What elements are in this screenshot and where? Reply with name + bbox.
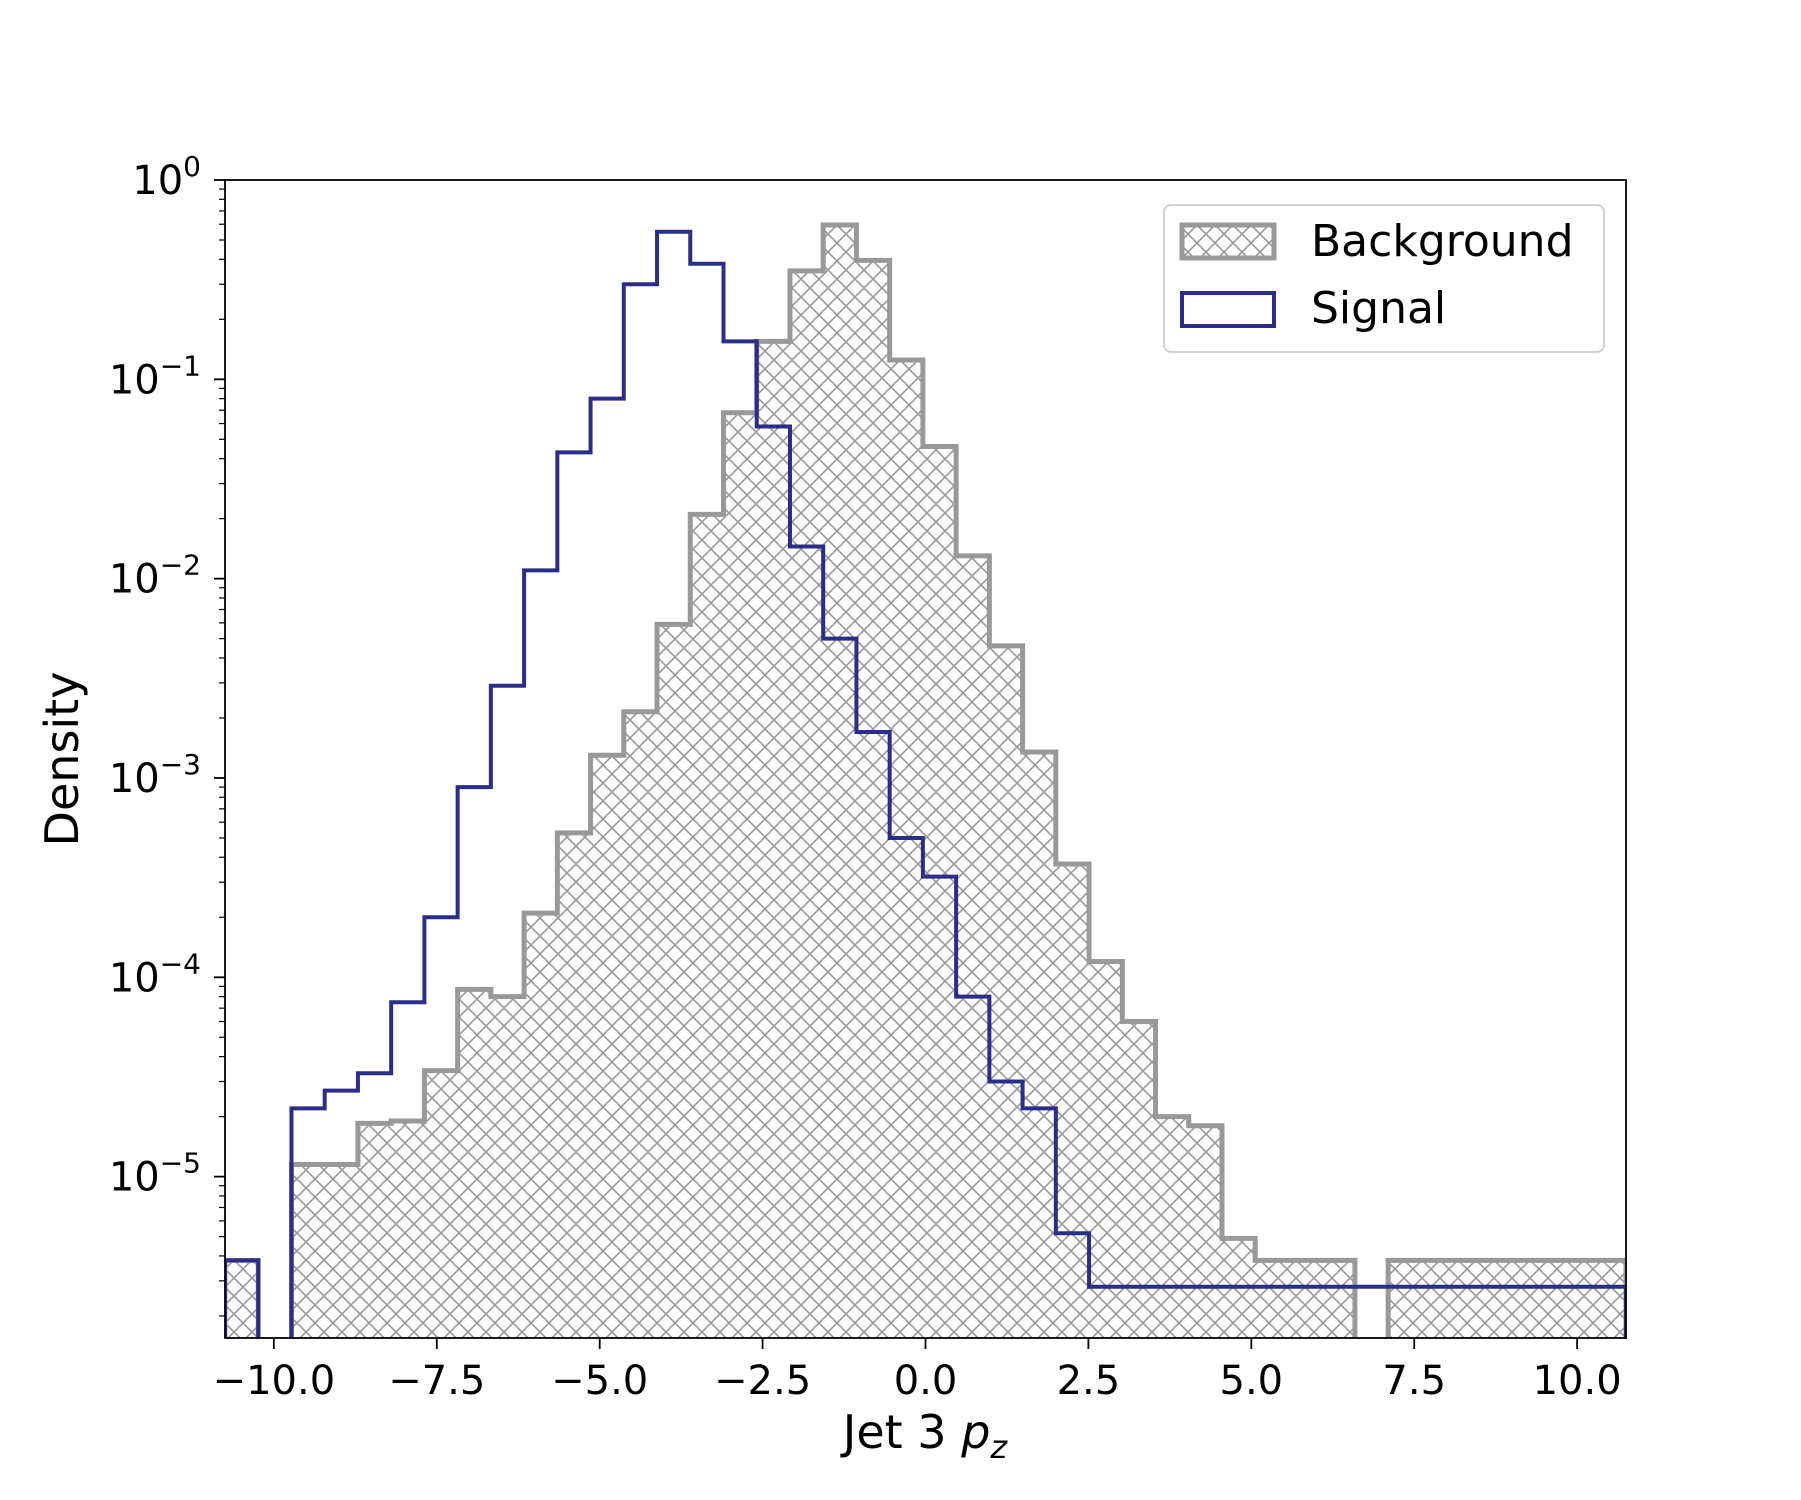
x-tick-label: 0.0 — [894, 1358, 958, 1404]
x-axis: −10.0 −7.5 −5.0 −2.5 0.0 2.5 5.0 7.5 10.0 — [213, 1338, 1622, 1404]
series-background-outline — [225, 222, 1626, 1338]
x-tick-label: −10.0 — [213, 1358, 336, 1404]
x-tick-label: 10.0 — [1533, 1358, 1622, 1404]
x-axis-label: Jet 3 pz — [840, 1405, 1009, 1466]
legend-label-background: Background — [1311, 216, 1574, 267]
y-tick-label: 10−1 — [109, 349, 201, 403]
x-tick-label: −5.0 — [551, 1358, 648, 1404]
legend-label-signal: Signal — [1311, 283, 1446, 334]
legend: Background Signal — [1163, 204, 1605, 353]
y-axis-label: Density — [35, 672, 89, 847]
x-tick-label: 5.0 — [1220, 1358, 1284, 1404]
legend-swatch-signal — [1180, 291, 1276, 328]
y-tick-label: 10−2 — [109, 549, 201, 603]
x-tick-label: 7.5 — [1382, 1358, 1446, 1404]
y-tick-label: 10−5 — [109, 1147, 201, 1201]
plot-area — [225, 222, 1626, 1338]
x-tick-label: −7.5 — [388, 1358, 485, 1404]
y-axis: 10−5 10−4 10−3 10−2 10−1 100 — [109, 150, 225, 1317]
y-tick-label: 10−3 — [109, 748, 201, 802]
y-tick-label: 100 — [132, 150, 201, 204]
y-tick-label: 10−4 — [109, 947, 201, 1001]
x-tick-label: −2.5 — [714, 1358, 811, 1404]
x-tick-label: 2.5 — [1057, 1358, 1121, 1404]
series-background-fill — [225, 224, 1626, 1338]
legend-swatch-background — [1179, 222, 1277, 261]
series-signal-step — [225, 229, 1626, 1338]
